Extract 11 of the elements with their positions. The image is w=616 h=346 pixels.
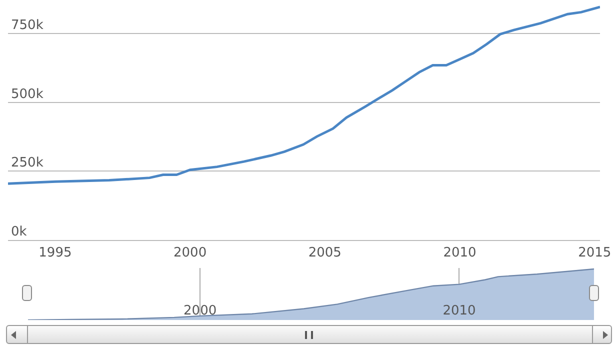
x-tick-label: 2015	[578, 246, 612, 261]
x-tick-label: 2005	[308, 246, 342, 261]
y-tick-label: 500k	[11, 86, 44, 102]
x-tick-label: 1995	[38, 246, 72, 261]
x-tick-label: 2000	[184, 303, 217, 318]
x-tick-label: 2010	[443, 246, 476, 261]
y-tick-label: 0k	[11, 224, 28, 240]
y-tick-label: 750k	[11, 18, 44, 34]
x-tick-label: 2000	[174, 246, 207, 261]
y-tick-label: 250k	[11, 156, 44, 171]
x-tick-label: 2010	[442, 303, 476, 318]
